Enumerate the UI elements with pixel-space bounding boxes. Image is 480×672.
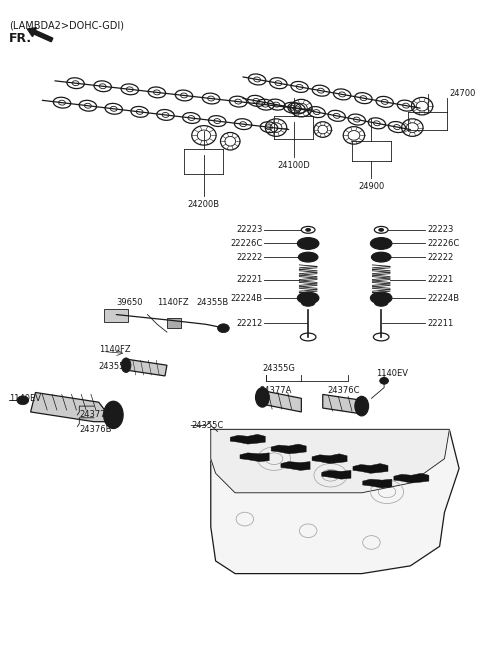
Text: (LAMBDA2>DOHC-GDI): (LAMBDA2>DOHC-GDI) [9, 20, 124, 30]
Ellipse shape [303, 241, 313, 247]
Ellipse shape [255, 388, 269, 407]
Text: 22226C: 22226C [230, 239, 263, 248]
Ellipse shape [374, 300, 388, 306]
Ellipse shape [306, 228, 311, 231]
Text: 22224B: 22224B [427, 294, 459, 302]
Polygon shape [312, 454, 347, 464]
Ellipse shape [299, 252, 318, 262]
Polygon shape [263, 390, 301, 412]
Text: 24355G: 24355G [263, 364, 295, 373]
Polygon shape [271, 444, 306, 454]
Ellipse shape [121, 358, 131, 372]
Bar [104, 308, 128, 323]
Text: 24355C: 24355C [192, 421, 224, 430]
Text: 24900: 24900 [359, 182, 384, 191]
Text: 22222: 22222 [236, 253, 263, 261]
Text: 24200B: 24200B [188, 200, 220, 209]
Ellipse shape [372, 252, 391, 262]
Text: FR.: FR. [9, 32, 32, 45]
Text: 39650: 39650 [116, 298, 143, 307]
Text: 24377A: 24377A [260, 386, 292, 395]
Text: 24376B: 24376B [79, 425, 112, 434]
Ellipse shape [301, 300, 315, 306]
Text: 24100D: 24100D [277, 161, 310, 170]
FancyArrow shape [27, 28, 53, 42]
Text: 22221: 22221 [236, 275, 263, 284]
Text: 22226C: 22226C [427, 239, 459, 248]
Polygon shape [353, 464, 388, 473]
Ellipse shape [298, 292, 319, 304]
Polygon shape [211, 429, 449, 493]
Text: 1140EV: 1140EV [9, 394, 41, 403]
Ellipse shape [376, 241, 386, 247]
Text: 22211: 22211 [427, 319, 453, 328]
Polygon shape [126, 360, 167, 376]
Polygon shape [211, 429, 459, 574]
Text: 1140FZ: 1140FZ [157, 298, 189, 307]
Polygon shape [230, 434, 265, 444]
Text: 24377A: 24377A [79, 411, 112, 419]
Ellipse shape [379, 228, 384, 231]
Text: 24355A: 24355A [99, 362, 131, 371]
Ellipse shape [17, 396, 29, 405]
Ellipse shape [298, 238, 319, 249]
Text: 22221: 22221 [427, 275, 453, 284]
Text: 22223: 22223 [236, 225, 263, 235]
Ellipse shape [380, 378, 388, 384]
Polygon shape [281, 462, 310, 470]
Text: 1140FZ: 1140FZ [99, 345, 131, 354]
Text: 22212: 22212 [236, 319, 263, 328]
Ellipse shape [355, 396, 369, 416]
Text: 22222: 22222 [427, 253, 453, 261]
Polygon shape [31, 392, 113, 422]
Text: 22223: 22223 [427, 225, 453, 235]
Polygon shape [322, 470, 351, 479]
Polygon shape [363, 479, 392, 488]
Text: 22224B: 22224B [230, 294, 263, 302]
Polygon shape [323, 394, 362, 414]
Text: 24700: 24700 [449, 89, 476, 98]
Ellipse shape [371, 238, 392, 249]
Ellipse shape [104, 401, 123, 429]
Polygon shape [240, 453, 269, 462]
Ellipse shape [371, 292, 392, 304]
Text: 24376C: 24376C [328, 386, 360, 395]
Polygon shape [394, 473, 429, 483]
Text: 1140EV: 1140EV [376, 368, 408, 378]
Text: 24355B: 24355B [196, 298, 228, 307]
Bar [167, 319, 180, 328]
Ellipse shape [108, 408, 118, 422]
Ellipse shape [217, 324, 229, 333]
